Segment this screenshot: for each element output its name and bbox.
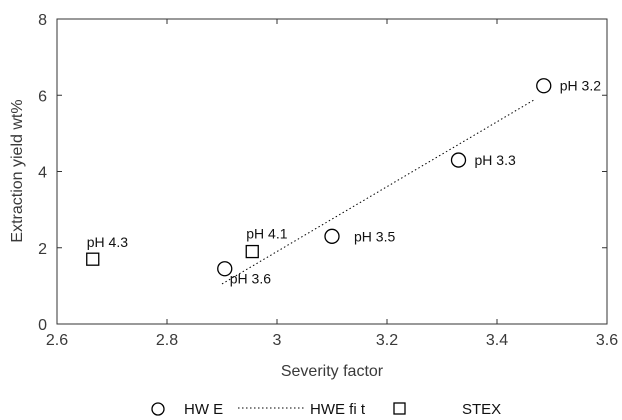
series-layer: pH 3.6 pH 3.5 pH 3.3 pH 3.2 pH 4.3 pH 4.1 xyxy=(86,78,601,287)
y-tick-label: 8 xyxy=(38,12,47,29)
stex-point-label: pH 4.1 xyxy=(246,226,287,242)
hwe-fit-line xyxy=(221,98,536,285)
x-tick-label: 3 xyxy=(273,332,282,349)
hwe-point xyxy=(450,152,467,168)
hwe-point-label: pH 3.2 xyxy=(560,78,601,94)
legend-square-marker xyxy=(393,402,406,415)
legend-circle-marker xyxy=(151,402,165,416)
legend-hwe-label: HW E xyxy=(184,401,223,418)
x-tick-label: 3.4 xyxy=(486,332,508,349)
y-tick-label: 4 xyxy=(38,165,47,182)
hwe-point-label: pH 3.6 xyxy=(230,271,271,287)
y-tick-label: 6 xyxy=(38,88,47,105)
hwe-point xyxy=(217,261,233,277)
x-axis: 2.6 2.8 3 3.2 3.4 3.6 xyxy=(46,19,618,349)
hwe-point-label: pH 3.5 xyxy=(354,228,395,244)
y-tick-label: 0 xyxy=(38,317,47,334)
y-axis: 0 2 4 6 8 xyxy=(38,12,607,334)
y-tick-label: 2 xyxy=(38,241,47,258)
hwe-point-label: pH 3.3 xyxy=(475,152,516,168)
legend-stex-label: STEX xyxy=(462,401,501,418)
legend: HW E HWE fi t STEX xyxy=(151,401,501,418)
x-tick-label: 2.8 xyxy=(156,332,178,349)
x-tick-label: 3.2 xyxy=(376,332,398,349)
x-tick-label: 2.6 xyxy=(46,332,68,349)
x-tick-label: 3.6 xyxy=(596,332,618,349)
hwe-point xyxy=(536,78,552,94)
x-axis-title: Severity factor xyxy=(281,363,384,380)
stex-point-label: pH 4.3 xyxy=(87,234,128,250)
hwe-point xyxy=(324,228,340,244)
y-axis-title: Extraction yield wt% xyxy=(9,99,26,242)
stex-point xyxy=(86,252,100,266)
plot-area xyxy=(56,18,608,325)
stex-point xyxy=(245,244,259,259)
legend-fit-label: HWE fi t xyxy=(310,401,366,418)
